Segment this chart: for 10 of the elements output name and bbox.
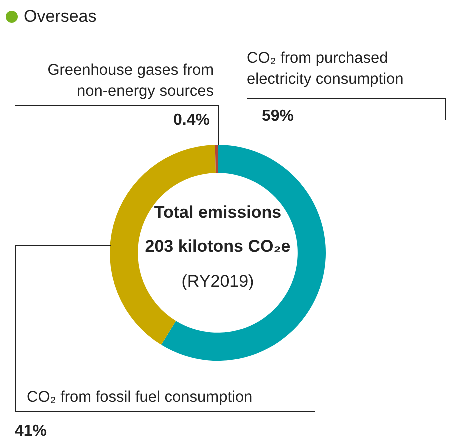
text: Total emissions bbox=[153, 203, 283, 223]
text: (RY2019) bbox=[180, 272, 256, 292]
text: 203 kilotons CO₂e bbox=[144, 237, 292, 257]
data-label: 0.4% bbox=[172, 112, 210, 130]
slice-label: CO₂ from purchased electricity consumption bbox=[247, 49, 405, 90]
slice-label: CO₂ from fossil fuel consumption bbox=[27, 388, 254, 408]
chart-title: Overseas bbox=[24, 6, 97, 27]
slice-label: Greenhouse gases from non-energy sources bbox=[46, 61, 214, 102]
data-label: 59% bbox=[262, 108, 294, 126]
data-label: 41% bbox=[15, 423, 48, 441]
